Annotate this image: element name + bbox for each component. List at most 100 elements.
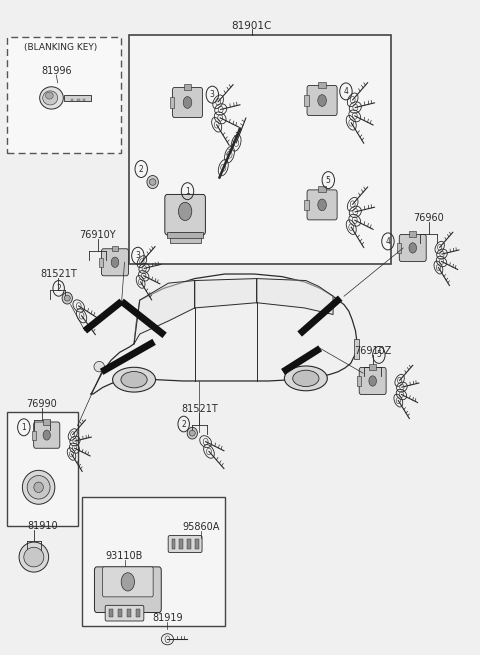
Bar — [7, 37, 120, 153]
Bar — [99, 257, 103, 267]
FancyBboxPatch shape — [101, 249, 129, 276]
Ellipse shape — [46, 92, 53, 99]
Circle shape — [111, 257, 119, 267]
Ellipse shape — [62, 292, 72, 304]
Bar — [304, 96, 309, 105]
Circle shape — [318, 199, 326, 211]
Bar — [136, 609, 140, 617]
Text: 5: 5 — [376, 350, 381, 360]
FancyBboxPatch shape — [34, 422, 60, 448]
FancyBboxPatch shape — [165, 195, 205, 235]
Polygon shape — [63, 95, 92, 101]
Bar — [180, 540, 183, 549]
Circle shape — [179, 202, 192, 221]
Text: 3: 3 — [135, 252, 140, 260]
FancyBboxPatch shape — [172, 88, 203, 117]
Text: 2: 2 — [139, 164, 144, 174]
Bar — [318, 82, 326, 88]
FancyBboxPatch shape — [307, 190, 337, 220]
Text: 81521T: 81521T — [181, 404, 218, 414]
FancyBboxPatch shape — [307, 86, 337, 115]
Text: 95860A: 95860A — [182, 522, 219, 532]
Ellipse shape — [189, 430, 195, 436]
FancyBboxPatch shape — [95, 567, 161, 612]
Text: 76910Z: 76910Z — [354, 346, 391, 356]
Bar — [171, 540, 175, 549]
Text: 1: 1 — [22, 422, 26, 432]
Ellipse shape — [24, 548, 44, 567]
Polygon shape — [134, 280, 195, 344]
Bar — [354, 339, 360, 359]
Text: 81521T: 81521T — [40, 269, 77, 279]
Text: 76910Y: 76910Y — [80, 230, 116, 240]
Polygon shape — [257, 278, 333, 314]
Bar — [112, 246, 119, 252]
Bar — [32, 431, 36, 440]
Bar — [397, 244, 401, 253]
Ellipse shape — [113, 367, 156, 392]
Ellipse shape — [121, 371, 147, 388]
Circle shape — [318, 95, 326, 106]
Bar — [118, 609, 122, 617]
Ellipse shape — [149, 179, 156, 185]
Text: 3: 3 — [210, 90, 215, 99]
Ellipse shape — [23, 470, 55, 504]
Ellipse shape — [43, 91, 58, 105]
Bar — [304, 200, 309, 210]
Bar — [71, 98, 73, 101]
Bar — [169, 97, 174, 107]
Bar — [409, 231, 416, 237]
FancyBboxPatch shape — [399, 234, 426, 261]
Text: 1: 1 — [185, 187, 190, 196]
Bar — [7, 412, 78, 527]
Bar — [127, 609, 131, 617]
Bar — [357, 377, 361, 386]
Bar — [77, 98, 80, 101]
Circle shape — [183, 97, 192, 108]
Ellipse shape — [284, 366, 327, 391]
FancyBboxPatch shape — [168, 536, 202, 553]
Bar — [129, 35, 391, 263]
Circle shape — [369, 376, 376, 386]
Bar — [167, 232, 203, 238]
Bar — [109, 609, 113, 617]
Text: 81919: 81919 — [152, 612, 183, 623]
Bar — [83, 98, 85, 101]
Text: 81901C: 81901C — [232, 21, 272, 31]
Polygon shape — [195, 278, 257, 308]
Ellipse shape — [147, 176, 158, 189]
Text: 2: 2 — [56, 284, 61, 293]
Polygon shape — [91, 274, 357, 394]
Text: 2: 2 — [181, 420, 186, 428]
Circle shape — [121, 572, 134, 591]
Text: 4: 4 — [344, 87, 348, 96]
Text: 93110B: 93110B — [106, 551, 143, 561]
Text: 4: 4 — [385, 237, 390, 246]
Bar — [169, 232, 201, 244]
Bar — [195, 540, 199, 549]
Bar — [82, 497, 225, 626]
Ellipse shape — [27, 476, 50, 499]
Text: 76960: 76960 — [413, 213, 444, 223]
Ellipse shape — [187, 427, 197, 439]
Text: 5: 5 — [326, 176, 331, 185]
Bar — [187, 540, 191, 549]
Text: 81996: 81996 — [41, 66, 72, 76]
Circle shape — [409, 243, 417, 253]
Text: 76990: 76990 — [26, 400, 57, 409]
FancyBboxPatch shape — [103, 567, 153, 597]
Ellipse shape — [94, 362, 105, 372]
FancyBboxPatch shape — [359, 367, 386, 394]
FancyBboxPatch shape — [105, 605, 144, 621]
Bar — [44, 419, 50, 424]
Ellipse shape — [19, 542, 48, 572]
Ellipse shape — [34, 482, 43, 493]
Ellipse shape — [64, 295, 70, 301]
Text: 81910: 81910 — [28, 521, 58, 531]
Bar — [369, 364, 376, 370]
Bar — [184, 84, 192, 90]
Bar — [318, 186, 326, 193]
Ellipse shape — [40, 86, 63, 109]
Circle shape — [43, 430, 50, 440]
Text: (BLANKING KEY): (BLANKING KEY) — [24, 43, 97, 52]
